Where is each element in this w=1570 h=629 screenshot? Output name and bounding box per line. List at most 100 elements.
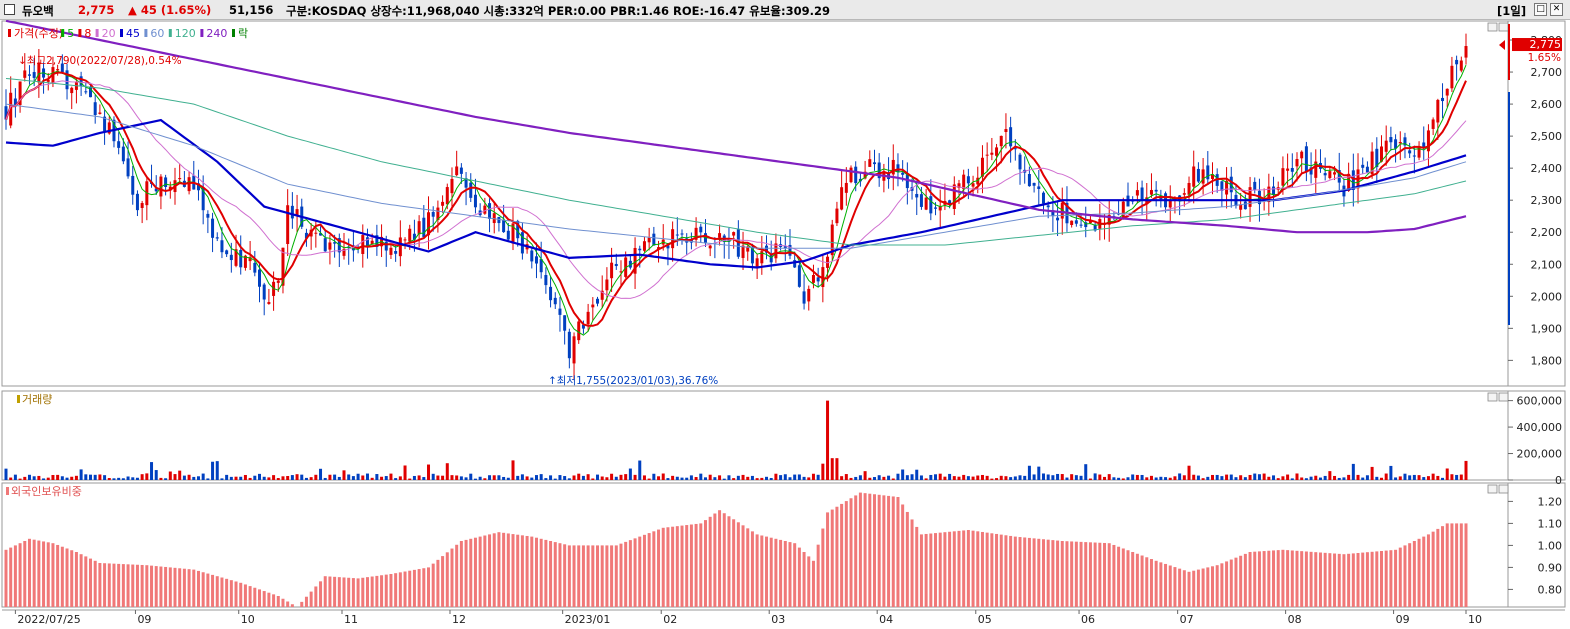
- foreign-bar: [872, 494, 876, 607]
- volume-bar: [117, 477, 121, 480]
- foreign-bar: [117, 563, 121, 607]
- x-tick-label: 10: [241, 613, 255, 626]
- volume-bar: [769, 477, 773, 480]
- foreign-bar: [971, 530, 975, 607]
- candle: [586, 311, 590, 325]
- foreign-bar: [821, 528, 825, 607]
- foreign-bar: [1046, 539, 1050, 607]
- candle: [107, 122, 111, 134]
- legend-swatch: [232, 29, 235, 37]
- candle: [995, 147, 999, 156]
- volume-bar: [661, 473, 665, 480]
- volume-bar: [459, 476, 463, 480]
- volume-bar: [1323, 475, 1327, 480]
- foreign-bar: [929, 533, 933, 607]
- foreign-bar: [1290, 550, 1294, 607]
- volume-bar: [248, 477, 252, 480]
- foreign-bar: [159, 566, 163, 607]
- select-checkbox[interactable]: [4, 4, 15, 15]
- foreign-bar: [915, 526, 919, 607]
- foreign-bar: [746, 528, 750, 607]
- candle: [826, 256, 830, 268]
- foreign-bar: [375, 575, 379, 607]
- foreign-bar: [1426, 534, 1430, 607]
- foreign-bar: [722, 513, 726, 607]
- foreign-bar: [1370, 551, 1374, 607]
- foreign-bar: [957, 530, 961, 607]
- candle: [1243, 201, 1247, 210]
- maximize-icon[interactable]: □: [1534, 3, 1547, 16]
- foreign-tick-label: 1.20: [1538, 495, 1563, 508]
- volume-bar: [1065, 477, 1069, 480]
- candle: [394, 251, 398, 254]
- foreign-bar: [934, 533, 938, 607]
- legend-swatch: [61, 29, 65, 37]
- foreign-bar: [1450, 523, 1454, 607]
- foreign-bar: [84, 556, 88, 607]
- foreign-bar: [628, 540, 632, 607]
- foreign-bar: [666, 527, 670, 607]
- candle: [1389, 137, 1393, 143]
- foreign-bar: [581, 545, 585, 607]
- foreign-bar: [187, 569, 191, 607]
- volume-bar: [915, 469, 919, 480]
- foreign-bar: [1248, 552, 1252, 607]
- period-selector[interactable]: [1일]: [1497, 4, 1527, 18]
- foreign-bar: [793, 543, 797, 607]
- foreign-bar: [854, 495, 858, 607]
- foreign-bar: [361, 577, 365, 607]
- foreign-bar: [1276, 550, 1280, 607]
- volume-bar: [1018, 475, 1022, 480]
- volume-bar: [938, 473, 942, 480]
- candle: [1304, 146, 1308, 173]
- candle: [1046, 205, 1050, 208]
- volume-bar: [173, 474, 177, 480]
- foreign-bar: [924, 533, 928, 607]
- volume-bar: [492, 475, 496, 480]
- foreign-bar: [1121, 548, 1125, 607]
- close-icon[interactable]: ✕: [1550, 3, 1563, 16]
- foreign-bar: [868, 493, 872, 607]
- foreign-bar: [1192, 570, 1196, 607]
- volume-bar: [473, 478, 477, 480]
- volume-bar: [872, 477, 876, 480]
- candle: [1417, 146, 1421, 158]
- candle: [239, 249, 243, 268]
- volume-bar: [192, 476, 196, 480]
- price-tick-label: 2,600: [1531, 98, 1563, 111]
- candle: [84, 91, 88, 93]
- candle: [877, 162, 881, 179]
- foreign-bar: [511, 534, 515, 607]
- foreign-bar: [891, 496, 895, 607]
- foreign-bar: [286, 601, 290, 607]
- candle: [1290, 167, 1294, 172]
- foreign-bar: [1112, 544, 1116, 607]
- candle: [1422, 142, 1426, 149]
- foreign-bar: [1159, 562, 1163, 607]
- volume-bar: [882, 476, 886, 480]
- candle: [830, 224, 834, 256]
- foreign-bar: [919, 534, 923, 607]
- volume-bar: [206, 478, 210, 480]
- volume-bar: [1436, 475, 1440, 480]
- volume-bar: [319, 468, 323, 480]
- volume-bar: [638, 460, 642, 480]
- volume-bar: [1192, 474, 1196, 480]
- volume-bar: [516, 475, 520, 480]
- volume-bar: [1267, 476, 1271, 480]
- candle: [638, 248, 642, 251]
- foreign-bar: [1093, 542, 1097, 607]
- candle: [657, 247, 661, 250]
- volume-bar: [1112, 477, 1116, 480]
- foreign-frame: [1, 482, 1566, 608]
- volume-bar: [1023, 475, 1027, 480]
- candle: [159, 176, 163, 197]
- candle: [628, 260, 632, 268]
- foreign-bar: [1431, 531, 1435, 607]
- candle: [1309, 167, 1313, 175]
- candle: [121, 146, 125, 162]
- foreign-bar: [1131, 552, 1135, 607]
- candle: [412, 233, 416, 240]
- candle: [27, 74, 31, 76]
- foreign-bar: [417, 569, 421, 607]
